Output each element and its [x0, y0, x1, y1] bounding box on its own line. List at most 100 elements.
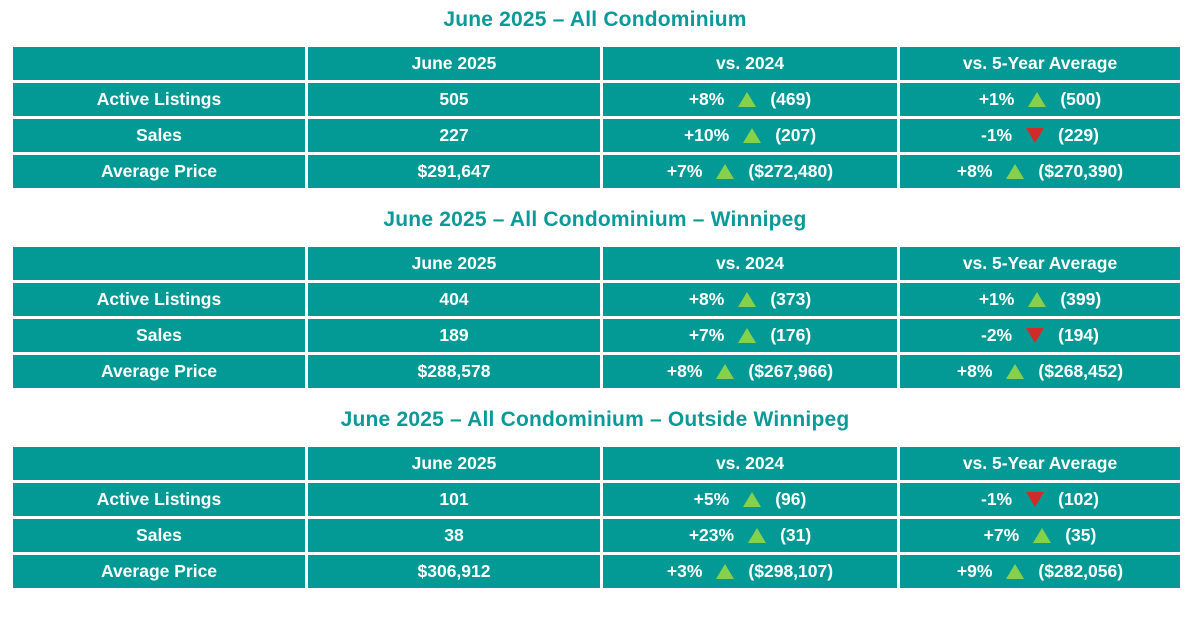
percent-change: +8%	[956, 361, 993, 381]
table-row-sales: Sales 38 +23% (31) +7% (35)	[10, 516, 1183, 555]
section-all-condominium: June 2025 – All Condominium June 2025 vs…	[0, 0, 1190, 191]
row-label: Sales	[10, 316, 308, 355]
trend-up-icon	[743, 128, 762, 143]
percent-change: +8%	[688, 89, 725, 109]
table-row-active-listings: Active Listings 404 +8% (373) +1%	[10, 280, 1183, 319]
header-row: June 2025 vs. 2024 vs. 5-Year Average	[10, 244, 1183, 283]
column-header-vs-5-year-average: vs. 5-Year Average	[897, 444, 1183, 483]
table-title: June 2025 – All Condominium – Winnipeg	[383, 208, 807, 231]
vs-2024-cell: +23% (31)	[600, 516, 900, 555]
comparison-value: ($272,480)	[748, 161, 834, 181]
trend-up-icon	[738, 328, 757, 343]
trend-up-icon	[1028, 92, 1047, 107]
column-header-vs-2024: vs. 2024	[600, 44, 900, 83]
vs-5-year-cell: +1% (500)	[897, 80, 1183, 119]
vs-2024-cell: +7% (176)	[600, 316, 900, 355]
comparison-value: (399)	[1060, 289, 1102, 309]
trend-up-icon	[738, 292, 757, 307]
vs-5-year-cell: +7% (35)	[897, 516, 1183, 555]
trend-up-icon	[738, 92, 757, 107]
comparison-value: (469)	[770, 89, 812, 109]
header-row: June 2025 vs. 2024 vs. 5-Year Average	[10, 444, 1183, 483]
row-label: Average Price	[10, 352, 308, 391]
trend-down-icon	[1026, 128, 1045, 143]
percent-change: +23%	[688, 525, 735, 545]
current-value-cell: $306,912	[305, 552, 603, 591]
comparison-value: (96)	[775, 489, 807, 509]
trend-up-icon	[743, 492, 762, 507]
comparison-value: (102)	[1058, 489, 1099, 509]
current-value-cell: 404	[305, 280, 603, 319]
trend-up-icon	[1006, 564, 1025, 579]
current-value-cell: 227	[305, 116, 603, 155]
percent-change: -1%	[981, 489, 1013, 509]
percent-change: +7%	[983, 525, 1020, 545]
trend-up-icon	[1006, 364, 1025, 379]
stats-table: June 2025 vs. 2024 vs. 5-Year Average Ac…	[10, 444, 1183, 591]
stats-table: June 2025 vs. 2024 vs. 5-Year Average Ac…	[10, 244, 1183, 391]
percent-change: +7%	[688, 325, 725, 345]
column-header-vs-5-year-average: vs. 5-Year Average	[897, 44, 1183, 83]
trend-up-icon	[748, 528, 767, 543]
table-row-average-price: Average Price $291,647 +7% ($272,480) +8…	[10, 152, 1183, 191]
percent-change: +1%	[978, 289, 1015, 309]
trend-up-icon	[1028, 292, 1047, 307]
percent-change: +10%	[683, 125, 730, 145]
row-label: Sales	[10, 116, 308, 155]
current-value-cell: 505	[305, 80, 603, 119]
trend-down-icon	[1026, 328, 1045, 343]
trend-up-icon	[1006, 164, 1025, 179]
percent-change: +9%	[956, 561, 993, 581]
trend-up-icon	[716, 564, 735, 579]
current-value-cell: $291,647	[305, 152, 603, 191]
percent-change: -1%	[981, 125, 1013, 145]
column-header-vs-2024: vs. 2024	[600, 244, 900, 283]
percent-change: +3%	[666, 561, 703, 581]
vs-5-year-cell: -2% (194)	[897, 316, 1183, 355]
table-row-active-listings: Active Listings 101 +5% (96) -1%	[10, 480, 1183, 519]
table-row-sales: Sales 189 +7% (176) -2% (194)	[10, 316, 1183, 355]
current-value-cell: $288,578	[305, 352, 603, 391]
comparison-value: (207)	[775, 125, 817, 145]
vs-5-year-cell: +1% (399)	[897, 280, 1183, 319]
comparison-value: (194)	[1058, 325, 1099, 345]
vs-5-year-cell: +8% ($268,452)	[897, 352, 1183, 391]
table-title: June 2025 – All Condominium – Outside Wi…	[340, 408, 850, 431]
vs-2024-cell: +5% (96)	[600, 480, 900, 519]
table-row-active-listings: Active Listings 505 +8% (469) +1%	[10, 80, 1183, 119]
vs-2024-cell: +7% ($272,480)	[600, 152, 900, 191]
vs-2024-cell: +8% ($267,966)	[600, 352, 900, 391]
vs-5-year-cell: -1% (102)	[897, 480, 1183, 519]
table-row-sales: Sales 227 +10% (207) -1% (229)	[10, 116, 1183, 155]
percent-change: +7%	[666, 161, 703, 181]
vs-2024-cell: +10% (207)	[600, 116, 900, 155]
comparison-value: ($268,452)	[1038, 361, 1124, 381]
table-row-average-price: Average Price $288,578 +8% ($267,966) +8…	[10, 352, 1183, 391]
comparison-value: ($270,390)	[1038, 161, 1124, 181]
section-outside-winnipeg: June 2025 – All Condominium – Outside Wi…	[0, 407, 1190, 591]
percent-change: -2%	[981, 325, 1013, 345]
current-value-cell: 101	[305, 480, 603, 519]
row-label: Sales	[10, 516, 308, 555]
trend-up-icon	[716, 164, 735, 179]
row-label: Active Listings	[10, 80, 308, 119]
percent-change: +5%	[693, 489, 730, 509]
header-row: June 2025 vs. 2024 vs. 5-Year Average	[10, 44, 1183, 83]
comparison-value: (229)	[1058, 125, 1099, 145]
column-header-blank	[10, 244, 308, 283]
trend-down-icon	[1026, 492, 1045, 507]
row-label: Average Price	[10, 552, 308, 591]
vs-5-year-cell: +8% ($270,390)	[897, 152, 1183, 191]
comparison-value: (35)	[1065, 525, 1097, 545]
comparison-value: (500)	[1060, 89, 1102, 109]
percent-change: +8%	[666, 361, 703, 381]
current-value-cell: 38	[305, 516, 603, 555]
comparison-value: (176)	[770, 325, 812, 345]
column-header-blank	[10, 44, 308, 83]
comparison-value: ($298,107)	[748, 561, 834, 581]
row-label: Active Listings	[10, 480, 308, 519]
column-header-june-2025: June 2025	[305, 44, 603, 83]
percent-change: +1%	[978, 89, 1015, 109]
stats-table: June 2025 vs. 2024 vs. 5-Year Average Ac…	[10, 44, 1183, 191]
